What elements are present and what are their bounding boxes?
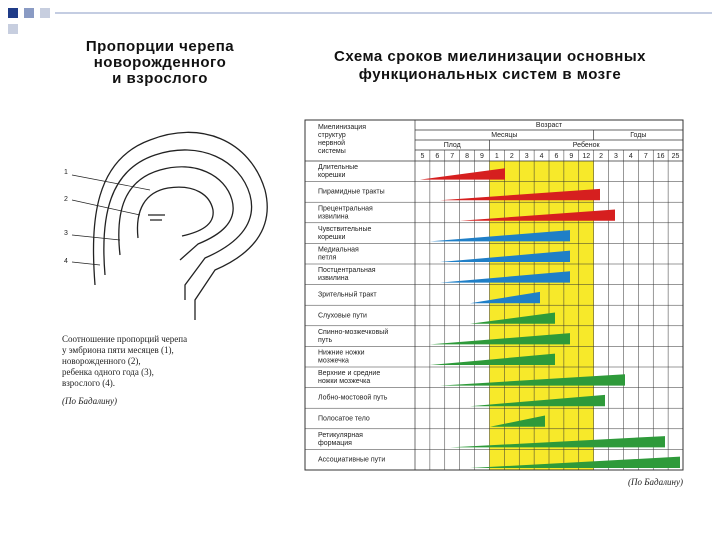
row-label: формация	[318, 440, 352, 447]
row-label: ножки мозжечка	[318, 378, 370, 385]
age-header: Возраст	[536, 122, 563, 129]
column-label: 25	[672, 153, 680, 160]
column-label: 4	[629, 153, 633, 160]
corner-label: структур	[318, 132, 346, 139]
column-label: 8	[465, 153, 469, 160]
column-label: 7	[450, 153, 454, 160]
caption: новорожденного (2),	[62, 356, 141, 366]
left-title: новорожденного	[94, 54, 227, 71]
column-label: 7	[644, 153, 648, 160]
fetus-header: Плод	[444, 142, 461, 149]
row-label: Прецентральная	[318, 205, 373, 212]
wedge	[430, 230, 570, 242]
row-label: петля	[318, 255, 337, 262]
corner-label: системы	[318, 148, 346, 155]
decor-square	[8, 8, 18, 18]
jaw-mark	[148, 214, 165, 221]
row-label: корешки	[318, 234, 345, 241]
wedge	[490, 415, 545, 427]
row-label: Постцентральная	[318, 267, 376, 274]
wedge	[440, 250, 570, 262]
wedge	[470, 291, 540, 304]
decor-square	[40, 8, 50, 18]
row-label: мозжечка	[318, 358, 349, 365]
wedge	[460, 209, 615, 221]
row-label: Нижние ножки	[318, 350, 365, 357]
column-label: 2	[599, 153, 603, 160]
column-label: 3	[614, 153, 618, 160]
column-label: 6	[435, 153, 439, 160]
wedge	[420, 168, 505, 180]
decor	[8, 8, 712, 34]
caption: взрослого (4).	[62, 378, 115, 388]
row-label: Ретикулярная	[318, 432, 363, 439]
row-label: Чувствительные	[318, 226, 372, 233]
row-label: Зрительный тракт	[318, 291, 377, 299]
decor-square	[24, 8, 34, 18]
outline-1	[136, 186, 214, 239]
wedge	[440, 374, 625, 386]
outline-2	[118, 166, 234, 261]
left-title: Пропорции черепа	[86, 38, 234, 55]
row-label: Верхние и средние	[318, 370, 380, 377]
row-label: Длительные	[318, 164, 358, 171]
wedge	[470, 312, 555, 324]
months-header: Месяцы	[491, 132, 517, 139]
figure-label: 1	[64, 169, 68, 176]
row-label: Спинно-мозжечковый	[318, 328, 388, 336]
row-label: извилина	[318, 213, 349, 220]
row-label: Лобно-мостовой путь	[318, 394, 388, 402]
leader-lines	[71, 174, 151, 266]
right-title: Схема сроков миелинизации основных	[334, 48, 646, 65]
column-label: 3	[525, 153, 529, 160]
column-label: 12	[582, 153, 590, 160]
years-header: Годы	[630, 132, 646, 139]
column-label: 6	[554, 153, 558, 160]
row-label: Полосатое тело	[318, 415, 370, 422]
row-label: Медиальная	[318, 247, 359, 254]
corner-label: Миелинизация	[318, 124, 366, 131]
row-label: Слуховые пути	[318, 312, 367, 319]
outline-4	[92, 131, 268, 320]
wedge	[470, 456, 680, 468]
decor-square	[8, 24, 18, 34]
wedge	[440, 271, 570, 283]
column-label: 1	[495, 153, 499, 160]
child-header: Ребенок	[573, 141, 601, 149]
caption: у эмбриона пяти месяцев (1),	[62, 345, 174, 355]
right-title: функциональных систем в мозге	[359, 66, 621, 83]
wedge	[450, 436, 665, 448]
row-label: Пирамидные тракты	[318, 189, 385, 196]
row-label: путь	[318, 337, 332, 344]
column-label: 16	[657, 153, 665, 160]
figure-label: 3	[64, 230, 68, 237]
caption: ребенка одного года (3),	[62, 367, 154, 377]
wedge	[430, 333, 570, 345]
left-title: и взрослого	[112, 70, 208, 87]
column-label: 4	[540, 153, 544, 160]
row-label: извилина	[318, 275, 349, 282]
caption: (По Бадалину)	[62, 396, 117, 406]
figure-label: 4	[64, 258, 68, 265]
wedge	[440, 188, 600, 201]
source: (По Бадалину)	[628, 477, 683, 487]
outline-3	[103, 149, 253, 300]
caption: Соотношение пропорций черепа	[62, 334, 187, 344]
corner-label: нервной	[318, 139, 345, 147]
column-label: 2	[510, 153, 514, 160]
figure-label: 2	[64, 196, 68, 203]
column-label: 9	[480, 153, 484, 160]
wedge	[430, 353, 555, 365]
column-label: 5	[420, 153, 424, 160]
skull-drawing	[71, 131, 268, 320]
row-label: корешки	[318, 172, 345, 179]
table-border	[304, 119, 684, 471]
wedge	[470, 394, 605, 407]
column-label: 9	[569, 153, 573, 160]
row-label: Ассоциативные пути	[318, 457, 385, 464]
